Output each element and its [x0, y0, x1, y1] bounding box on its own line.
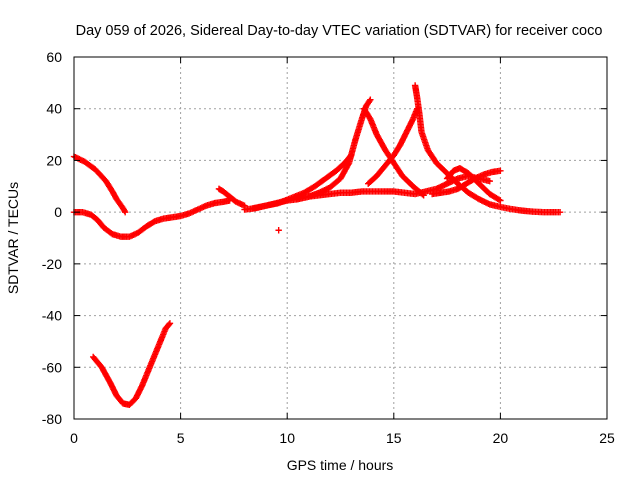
data-point — [166, 320, 174, 327]
data-points — [70, 82, 564, 408]
x-tick-label: 25 — [599, 430, 615, 446]
data-point — [556, 208, 564, 216]
x-tick-labels: 0 5 10 15 20 25 — [70, 430, 615, 446]
x-tick-label: 15 — [386, 430, 402, 446]
data-point — [275, 227, 282, 234]
data-point — [366, 97, 373, 105]
series-arc-c — [89, 320, 174, 408]
data-point — [367, 96, 374, 103]
x-tick-label: 20 — [493, 430, 509, 446]
x-tick-label: 10 — [279, 430, 295, 446]
plot-frame — [73, 56, 608, 420]
y-tick-label: 60 — [46, 49, 62, 65]
data-point — [497, 197, 504, 204]
data-point — [121, 208, 129, 216]
y-tick-label: -20 — [42, 256, 62, 272]
series-arc-m — [275, 227, 282, 234]
chart-title: Day 059 of 2026, Sidereal Day-to-day VTE… — [76, 23, 603, 39]
y-tick-label: -80 — [42, 411, 62, 427]
data-point — [165, 321, 173, 328]
y-tick-label: -40 — [42, 308, 62, 324]
series-arc-k — [428, 167, 504, 198]
y-axis-label: SDTVAR / TECUs — [5, 182, 21, 294]
data-point — [495, 196, 503, 203]
x-tick-label: 5 — [177, 430, 185, 446]
series-arc-j — [411, 82, 564, 216]
x-tick-label: 0 — [70, 430, 78, 446]
series-arc-i — [365, 105, 421, 187]
series-arc-g — [294, 96, 374, 203]
y-tick-labels: -80 -60 -40 -20 0 20 40 60 — [42, 49, 62, 427]
grid — [74, 57, 607, 419]
data-point — [419, 191, 426, 198]
y-tick-label: 0 — [54, 204, 62, 220]
y-tick-label: 40 — [46, 101, 62, 117]
series-arc-b — [70, 197, 233, 240]
series-arc-d — [215, 185, 248, 209]
y-tick-label: -60 — [42, 359, 62, 375]
data-point — [486, 177, 493, 185]
series-arc-a — [70, 153, 129, 216]
x-axis-label: GPS time / hours — [287, 457, 394, 473]
axis-ticks — [73, 56, 608, 420]
data-point — [497, 167, 504, 174]
data-point — [420, 192, 427, 199]
data-point — [121, 207, 128, 215]
y-tick-label: 20 — [46, 152, 62, 168]
series-arc-l — [443, 164, 504, 204]
